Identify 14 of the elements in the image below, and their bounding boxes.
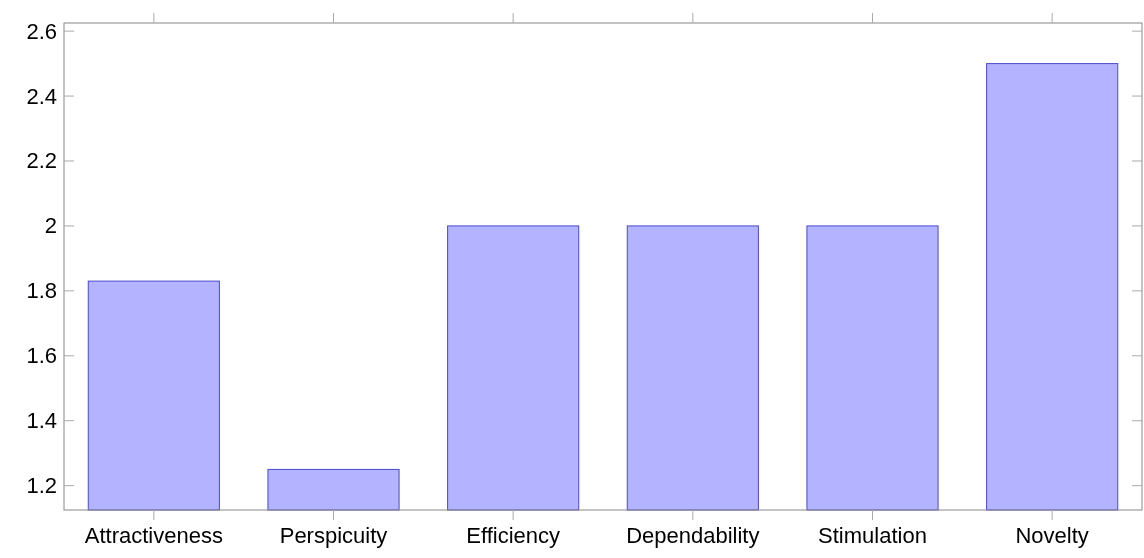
- y-tick-label: 1.6: [26, 343, 57, 369]
- x-tick-label: Perspicuity: [279, 523, 388, 548]
- x-tick-label: Novelty: [1015, 523, 1089, 548]
- y-tick-label: 1.8: [26, 278, 57, 304]
- x-tick-label: Efficiency: [466, 523, 561, 548]
- x-tick-label: Attractiveness: [84, 523, 223, 548]
- x-tick-label: Dependability: [626, 523, 760, 548]
- x-tick-label: Stimulation: [818, 523, 927, 548]
- y-tick-label: 1.2: [26, 473, 57, 499]
- y-tick-label: 2: [44, 213, 57, 239]
- y-tick-label: 1.4: [26, 408, 57, 434]
- y-tick-label: 2.2: [26, 148, 57, 174]
- y-tick-label: 2.4: [26, 83, 57, 109]
- y-tick-label: 2.6: [26, 18, 57, 44]
